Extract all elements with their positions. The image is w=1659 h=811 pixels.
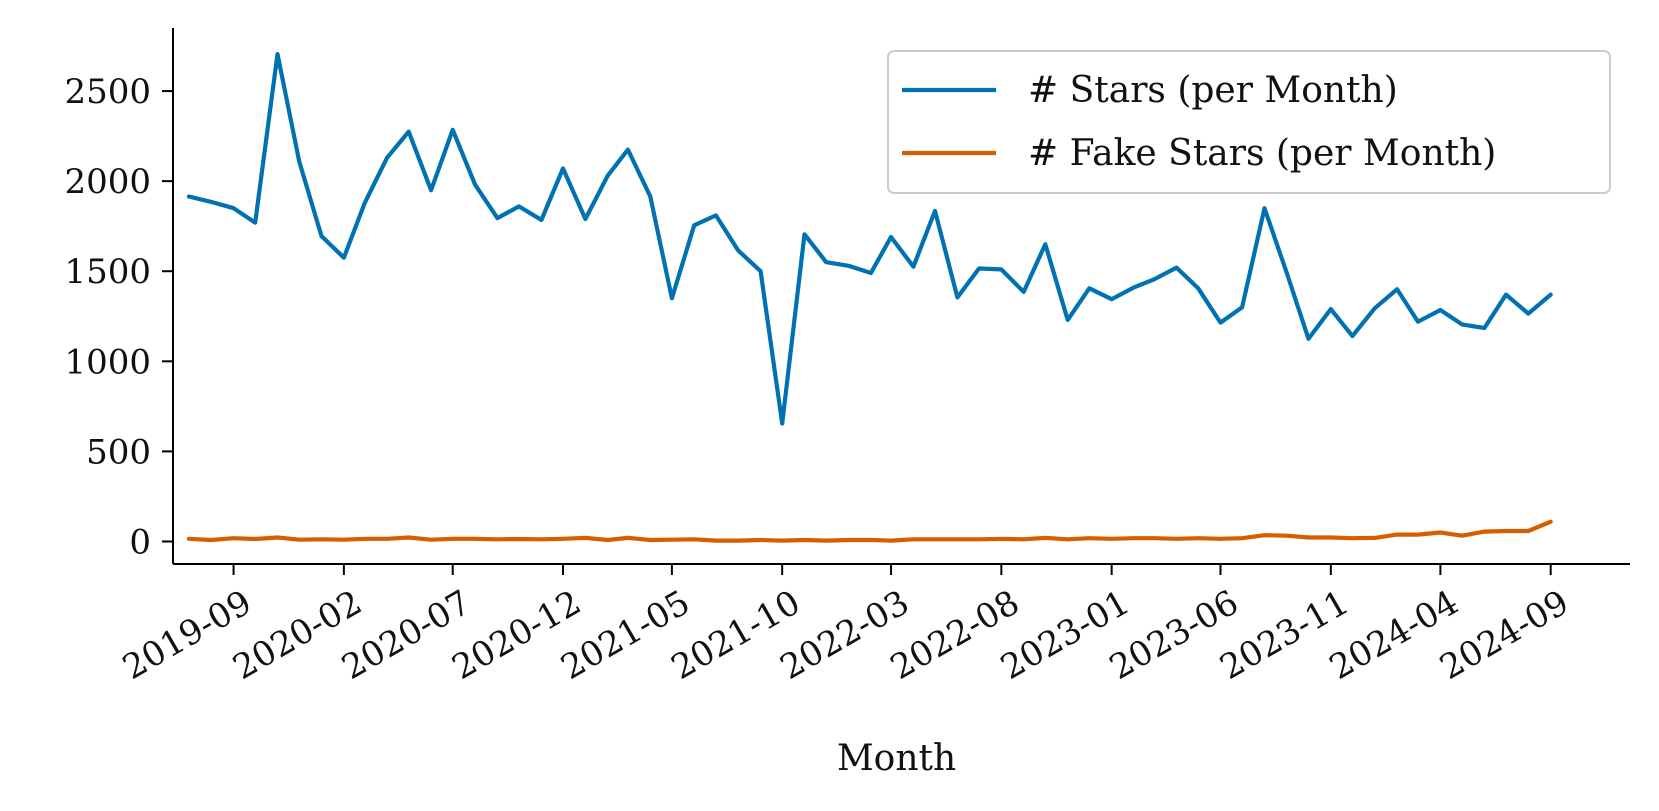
x-axis-title: Month — [837, 738, 956, 779]
axes — [172, 28, 1630, 565]
legend-box — [887, 50, 1611, 194]
x-axis-ticks: 2019-092020-022020-072020-122021-052021-… — [116, 564, 1576, 688]
y-tick-label: 1500 — [64, 252, 151, 292]
legend-label-1: # Stars (per Month) — [1028, 70, 1398, 111]
y-tick-label: 500 — [86, 432, 151, 472]
series-line-2 — [186, 519, 1553, 543]
legend-label-2: # Fake Stars (per Month) — [1028, 133, 1496, 174]
legend: # Stars (per Month) # Fake Stars (per Mon… — [887, 50, 1611, 194]
y-axis-ticks: 0 500 1000 1500 2000 2500 — [64, 72, 173, 562]
x-tick-label: 2024-09 — [1433, 583, 1575, 688]
y-tick-label: 2000 — [64, 162, 151, 202]
y-tick-label: 1000 — [64, 342, 151, 382]
series-line-1 — [186, 51, 1553, 426]
y-tick-label: 2500 — [64, 72, 151, 112]
y-tick-label: 0 — [129, 522, 151, 562]
series-lines — [186, 51, 1553, 543]
